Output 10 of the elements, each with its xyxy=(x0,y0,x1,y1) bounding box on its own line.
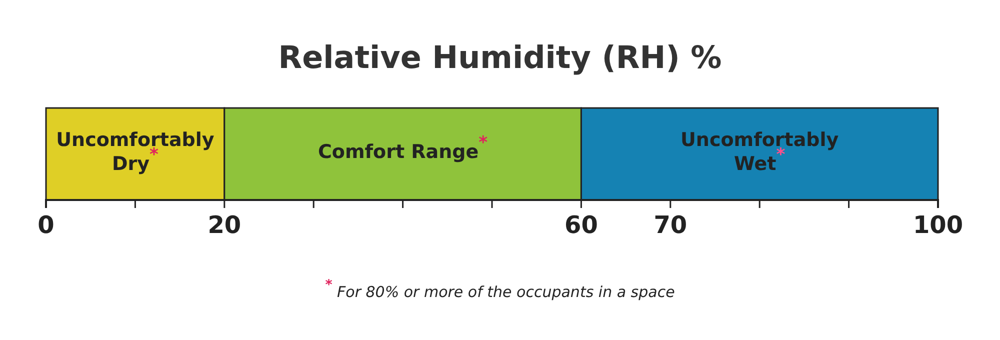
x-tick-label: 100 xyxy=(912,211,964,240)
x-tick-label: 60 xyxy=(564,211,598,240)
series-label: Uncomfortably Dry$^{*}$ xyxy=(56,129,215,175)
chart-title: Relative Humidity (RH) % xyxy=(278,40,722,76)
text: $^{*}$ For 80% or more of the occupants in a space xyxy=(325,277,675,301)
series-label: Comfort Range$^{*}$ xyxy=(318,133,488,163)
x-tick-label: 70 xyxy=(654,211,688,240)
series-label: Uncomfortably Wet$^{*}$ xyxy=(680,129,840,175)
x-tick-label: 20 xyxy=(208,211,242,240)
x-tick-label: 0 xyxy=(38,211,54,240)
